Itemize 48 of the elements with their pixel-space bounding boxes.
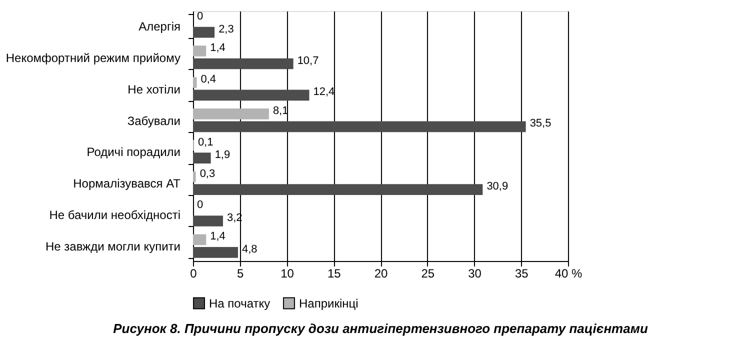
x-tick-label: 25	[421, 266, 435, 280]
data-label: 35,5	[530, 118, 552, 130]
y-tick-label: Нормалізувався АТ	[73, 176, 182, 191]
bar	[193, 152, 211, 164]
text: Рисунок 8. Причини пропуску дози антигіпертензивного препарату пацієнтами	[113, 321, 648, 336]
data-label: 8,1	[272, 104, 288, 117]
bar	[193, 77, 197, 88]
data-label: 30,9	[486, 180, 508, 193]
bar	[193, 26, 215, 38]
data-label: 2,3	[218, 23, 234, 36]
y-tick-label: Алергія	[138, 19, 180, 34]
x-tick-label: 35	[514, 266, 529, 280]
bar	[193, 247, 238, 258]
legend-label: Наприкінці	[299, 296, 358, 310]
bar	[193, 184, 483, 195]
data-label: 0	[197, 199, 204, 212]
bar	[193, 58, 294, 70]
legend-label: На початку	[209, 296, 270, 310]
data-label: 10,7	[297, 54, 319, 67]
bar	[193, 216, 223, 226]
y-tick-label: Забували	[127, 114, 180, 128]
x-tick-label: 20	[374, 266, 388, 280]
x-tick-label: 15	[327, 266, 342, 280]
x-tick-label: 40 %	[554, 266, 582, 280]
data-label: 0,3	[200, 168, 216, 180]
x-tick-label: 30	[468, 266, 482, 280]
data-label: 0,1	[198, 136, 214, 148]
x-tick-label: 5	[237, 266, 244, 280]
y-tick-label: Не бачили необхідності	[49, 208, 180, 222]
bar	[193, 90, 310, 101]
bar	[193, 171, 196, 182]
data-label: 0	[197, 10, 204, 23]
bar	[193, 234, 206, 246]
data-label: 1,4	[210, 42, 226, 54]
data-label: 12,4	[313, 86, 335, 98]
data-label: 0,4	[200, 73, 216, 86]
y-tick-label: Не хотіли	[128, 82, 180, 96]
data-label: 1,4	[210, 230, 226, 243]
bar	[193, 121, 526, 132]
x-tick-label: 0	[190, 266, 198, 280]
y-tick-label: Родичі порадили	[86, 145, 180, 160]
data-label: 1,9	[214, 149, 230, 162]
data-label: 4,8	[242, 243, 258, 256]
x-tick-label: 10	[280, 266, 294, 280]
y-tick-label: Некомфортний режим прийому	[6, 50, 180, 65]
bar	[193, 108, 269, 120]
bar	[193, 46, 206, 56]
y-tick-label: Не завжди могли купити	[45, 240, 180, 254]
